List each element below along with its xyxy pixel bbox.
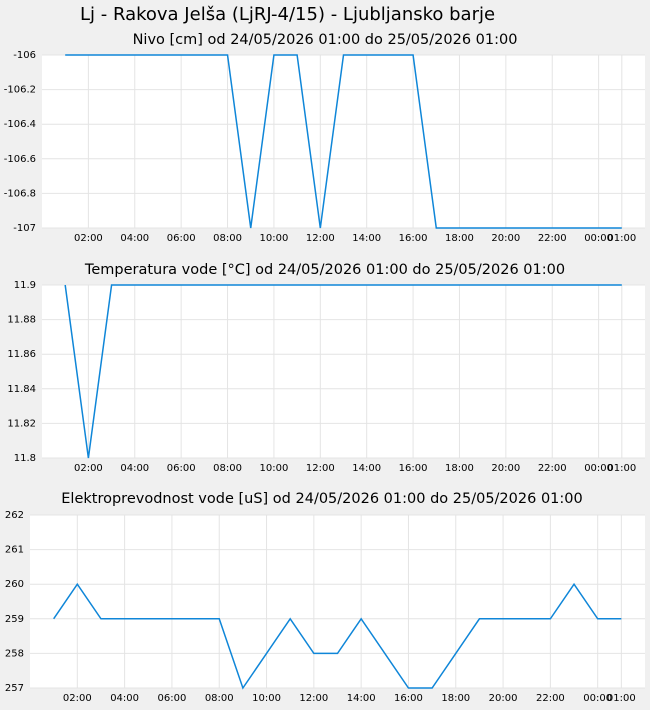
y-tick-label: -106.4 <box>4 119 36 130</box>
x-tick-label: 18:00 <box>445 463 474 474</box>
x-tick-label: 22:00 <box>538 233 567 244</box>
data-line <box>65 54 622 229</box>
x-tick-label: 02:00 <box>63 693 92 704</box>
x-tick-label: 10:00 <box>260 463 289 474</box>
x-tick-label: 16:00 <box>399 463 428 474</box>
x-tick-label: 04:00 <box>120 463 149 474</box>
x-tick-label: 14:00 <box>347 693 376 704</box>
x-tick-label: 12:00 <box>299 693 328 704</box>
x-tick-label: 00:00 <box>583 693 612 704</box>
x-tick-label: 01:00 <box>607 693 636 704</box>
x-tick-label: 01:00 <box>607 233 636 244</box>
x-tick-label: 00:00 <box>584 463 613 474</box>
x-tick-label: 00:00 <box>584 233 613 244</box>
x-tick-label: 08:00 <box>213 233 242 244</box>
plot-area <box>42 55 645 228</box>
x-tick-label: 01:00 <box>607 463 636 474</box>
chart-subtitle: Temperatura vode [°C] od 24/05/2026 01:0… <box>84 262 565 278</box>
x-tick-label: 22:00 <box>536 693 565 704</box>
x-tick-label: 20:00 <box>491 233 520 244</box>
y-tick-label: 257 <box>5 683 24 694</box>
x-tick-label: 04:00 <box>110 693 139 704</box>
y-tick-label: 258 <box>5 648 24 659</box>
x-tick-label: 16:00 <box>399 233 428 244</box>
y-tick-label: -107 <box>13 223 36 234</box>
x-tick-label: 10:00 <box>260 233 289 244</box>
x-tick-label: 12:00 <box>306 463 335 474</box>
y-tick-label: -106.6 <box>4 154 36 165</box>
x-tick-label: 16:00 <box>394 693 423 704</box>
y-tick-label: 11.8 <box>14 453 36 464</box>
x-tick-label: 08:00 <box>205 693 234 704</box>
y-tick-label: 11.86 <box>7 349 36 360</box>
y-tick-label: 259 <box>5 614 24 625</box>
y-tick-label: -106.2 <box>4 85 36 96</box>
x-tick-label: 18:00 <box>441 693 470 704</box>
x-tick-label: 12:00 <box>306 233 335 244</box>
y-tick-label: -106 <box>13 50 36 61</box>
y-tick-label: -106.8 <box>4 188 36 199</box>
chart-subtitle: Nivo [cm] od 24/05/2026 01:00 do 25/05/2… <box>133 32 518 48</box>
x-tick-label: 06:00 <box>158 693 187 704</box>
chart-subtitle: Elektroprevodnost vode [uS] od 24/05/202… <box>61 491 582 507</box>
plot-area <box>42 285 645 458</box>
x-tick-label: 20:00 <box>489 693 518 704</box>
y-tick-label: 262 <box>5 510 24 521</box>
x-tick-label: 20:00 <box>491 463 520 474</box>
data-line <box>53 582 622 690</box>
y-tick-label: 261 <box>5 545 24 556</box>
y-tick-label: 11.88 <box>7 315 36 326</box>
y-tick-label: 260 <box>5 579 24 590</box>
data-line <box>64 284 622 459</box>
x-tick-label: 08:00 <box>213 463 242 474</box>
y-tick-label: 11.82 <box>7 418 36 429</box>
x-tick-label: 04:00 <box>120 233 149 244</box>
x-tick-label: 18:00 <box>445 233 474 244</box>
y-tick-label: 11.9 <box>14 280 36 291</box>
y-tick-label: 11.84 <box>7 384 36 395</box>
x-tick-label: 06:00 <box>167 233 196 244</box>
x-tick-label: 14:00 <box>352 463 381 474</box>
page-title: Lj - Rakova Jelša (LjRJ-4/15) - Ljubljan… <box>80 4 495 25</box>
x-tick-label: 02:00 <box>74 233 103 244</box>
x-tick-label: 22:00 <box>538 463 567 474</box>
x-tick-label: 02:00 <box>74 463 103 474</box>
x-tick-label: 06:00 <box>167 463 196 474</box>
plot-area <box>30 515 645 688</box>
x-tick-label: 14:00 <box>352 233 381 244</box>
x-tick-label: 10:00 <box>252 693 281 704</box>
